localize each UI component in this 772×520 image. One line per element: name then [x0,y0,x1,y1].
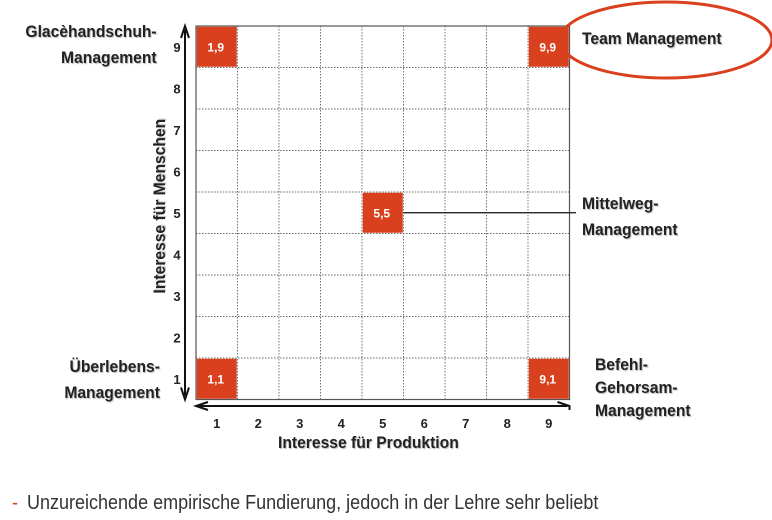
grid-point-label: 9,9 [539,40,556,54]
label-glacehandschuh-management: Glacèhandschuh- Management [25,22,158,67]
bullet-point: - Unzureichende empirische Fundierung, je… [12,491,598,515]
y-axis-title: Interesse für Menschen [150,118,169,294]
grid-point-marker [528,358,569,399]
x-tick-label: 1 [213,416,220,431]
grid-point-label: 5,5 [373,206,390,220]
y-tick-label: 2 [173,330,180,345]
y-tick-label: 7 [173,123,180,138]
grid-point-marker [196,26,237,67]
x-tick-label: 8 [504,416,511,431]
x-tick-label: 6 [421,416,428,431]
x-tick-label: 2 [255,416,262,431]
x-axis-arrow-right [557,401,571,410]
grid-point-label: 1,1 [207,372,224,386]
x-tick-label: 4 [338,416,346,431]
grid-point-label: 9,1 [539,372,556,386]
y-axis-arrow-up [180,22,190,39]
x-tick-label: 5 [379,416,386,431]
y-axis-arrow-down [180,387,190,403]
grid-point-marker [362,192,403,233]
y-tick-label: 9 [173,40,180,55]
y-tick-label: 6 [173,164,180,179]
label-ueberlebens-management: Überlebens- Management [64,357,160,402]
label-befehl-gehorsam-management: Befehl- Gehorsam- Management [595,355,691,420]
bullet-dash: - [12,492,19,514]
grid-point-label: 1,9 [207,40,224,54]
grid-point-marker [528,26,569,67]
x-tick-label: 3 [296,416,303,431]
label-mittelweg-management: Mittelweg- Management [582,194,678,239]
label-team-management: Team Management [582,29,722,48]
x-axis-title: Interesse für Produktion [278,433,459,452]
y-tick-label: 5 [173,206,180,221]
y-tick-label: 8 [173,81,180,96]
bullet-text: Unzureichende empirische Fundierung, jed… [27,492,599,514]
grid-point-marker [196,358,237,399]
x-axis-arrow-left [192,401,209,411]
x-tick-label: 7 [462,416,469,431]
y-tick-label: 1 [173,372,180,387]
x-tick-label: 9 [545,416,552,431]
y-tick-label: 4 [173,247,181,262]
y-tick-label: 3 [173,289,180,304]
